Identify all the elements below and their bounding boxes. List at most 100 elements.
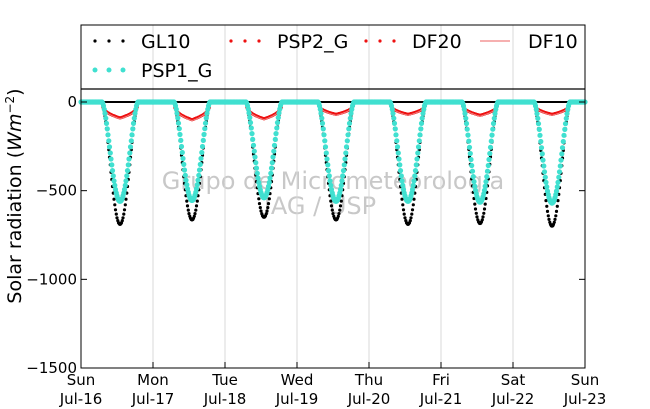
x-tick-label-day: Sat (501, 371, 526, 389)
data-point (346, 120, 353, 126)
data-point (338, 208, 342, 212)
watermark-line2: IAG / USP (264, 192, 376, 220)
data-point (197, 161, 203, 167)
data-point (202, 126, 208, 132)
data-point (203, 115, 209, 121)
data-point (270, 154, 276, 160)
data-point (490, 120, 497, 127)
data-point (265, 209, 269, 213)
x-tick-label-date: Jul-23 (563, 390, 607, 408)
legend-item-df10: DF10 (480, 31, 578, 53)
x-axis: SunJul-16MonJul-17TueJul-18WedJul-19ThuJ… (59, 362, 607, 408)
data-point (465, 132, 471, 138)
data-point (542, 174, 548, 180)
data-point (481, 187, 488, 193)
data-point (343, 150, 349, 156)
data-point (245, 106, 251, 112)
data-point (104, 126, 110, 132)
legend-swatch (92, 67, 98, 73)
data-point (187, 212, 191, 216)
data-point (490, 126, 496, 132)
data-point (181, 167, 188, 173)
data-point (179, 149, 185, 156)
data-point (271, 148, 277, 154)
data-point (486, 156, 492, 163)
data-point (397, 168, 404, 174)
x-tick-label-day: Tue (211, 371, 238, 389)
y-tick-label: −1000 (26, 270, 77, 288)
data-point (121, 216, 125, 220)
data-point (472, 183, 478, 189)
data-point (114, 212, 118, 216)
data-point (175, 120, 182, 126)
legend-swatch (257, 39, 261, 43)
data-point (559, 151, 565, 157)
data-point (273, 131, 279, 137)
data-point (564, 111, 570, 117)
legend-label: DF10 (528, 31, 578, 53)
data-point (254, 170, 260, 176)
data-point (322, 144, 329, 150)
data-point (342, 156, 348, 162)
data-point (321, 132, 327, 138)
data-point (112, 197, 116, 201)
data-point (110, 173, 116, 179)
data-point (400, 182, 406, 188)
data-point (247, 120, 254, 126)
data-point (418, 120, 425, 126)
data-point (344, 138, 350, 144)
data-point (253, 165, 260, 171)
series-psp1_g (78, 99, 588, 206)
data-point (399, 178, 405, 184)
data-point (318, 110, 324, 116)
data-point (393, 132, 399, 138)
x-tick-label-date: Jul-16 (59, 390, 103, 408)
legend-swatch (378, 39, 382, 43)
data-point (121, 186, 128, 193)
data-point (266, 206, 270, 210)
data-point (195, 177, 201, 183)
data-point (338, 182, 344, 188)
data-point (538, 145, 545, 151)
data-point (470, 174, 476, 180)
data-point (410, 182, 416, 188)
data-point (256, 179, 262, 186)
data-point (481, 215, 485, 219)
data-point (415, 144, 422, 150)
data-point (113, 203, 117, 207)
data-point (553, 188, 560, 194)
data-point (492, 110, 498, 117)
data-point (338, 204, 343, 208)
data-point (109, 162, 115, 168)
data-point (420, 110, 426, 116)
legend-item-gl10: GL10 (93, 31, 191, 53)
data-point (319, 120, 326, 126)
data-point (127, 144, 134, 150)
data-point (124, 173, 130, 179)
data-point (105, 132, 111, 138)
data-point (395, 150, 401, 156)
data-point (482, 211, 486, 215)
data-point (178, 137, 184, 143)
data-point (276, 110, 282, 116)
y-tick-label: 0 (67, 93, 77, 111)
data-point (108, 156, 114, 162)
data-point (469, 162, 475, 169)
data-point (346, 126, 352, 132)
series-df10 (81, 101, 585, 122)
data-point (251, 148, 257, 154)
data-point (482, 207, 487, 211)
data-point (484, 174, 490, 180)
data-point (391, 115, 397, 121)
data-point (463, 120, 470, 127)
data-point (482, 183, 488, 189)
data-point (544, 199, 548, 203)
data-point (182, 172, 188, 178)
data-point (274, 125, 280, 131)
data-point (416, 138, 422, 144)
data-point (106, 144, 113, 150)
data-point (249, 131, 255, 137)
data-point (125, 162, 131, 168)
data-point (411, 203, 415, 207)
